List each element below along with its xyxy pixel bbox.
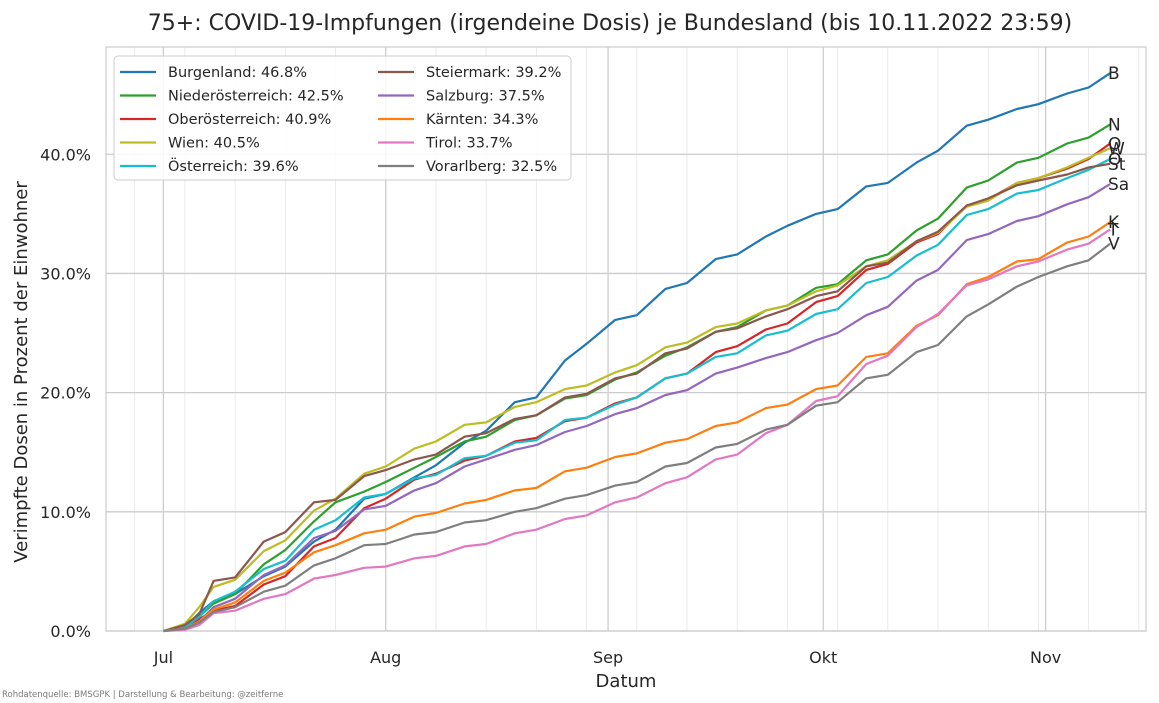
- y-tick-label: 10.0%: [40, 503, 91, 522]
- series-end-label: K: [1108, 213, 1120, 233]
- series-line: [163, 162, 1111, 633]
- source-note: Rohdatenquelle: BMSGPK | Darstellung & B…: [2, 690, 283, 700]
- legend-entry: Kärnten: 34.3%: [426, 112, 538, 128]
- series-lines: [163, 72, 1111, 633]
- plot-frame: [105, 46, 1147, 632]
- series-end-label: W: [1108, 139, 1125, 159]
- y-tick-label: 30.0%: [40, 264, 91, 283]
- series-end-label: B: [1108, 64, 1120, 84]
- legend-entry: Wien: 40.5%: [168, 136, 260, 152]
- series-end-label: N: [1108, 115, 1121, 135]
- series-line: [163, 228, 1111, 633]
- legend-box: [113, 55, 572, 181]
- y-tick-label: 40.0%: [40, 145, 91, 164]
- chart-title: 75+: COVID-19-Impfungen (irgendeine Dosi…: [148, 11, 1072, 36]
- x-axis-ticks: Jul Aug Sep Okt Nov: [153, 648, 1061, 667]
- legend-entry: Burgenland: 46.8%: [168, 65, 307, 81]
- series-end-label: Ö: [1108, 148, 1121, 170]
- series-line: [163, 242, 1111, 633]
- legend-entry: Vorarlberg: 32.5%: [426, 159, 557, 175]
- series-end-label: T: [1107, 220, 1119, 240]
- series-end-label: St: [1108, 155, 1126, 175]
- x-tick-label: Nov: [1030, 648, 1061, 667]
- legend-entry: Steiermark: 39.2%: [426, 65, 561, 81]
- series-end-label: V: [1108, 235, 1120, 255]
- y-axis-ticks: 0.0% 10.0% 20.0% 30.0% 40.0%: [40, 145, 91, 641]
- legend: Burgenland: 46.8% Niederösterreich: 42.5%…: [113, 55, 572, 181]
- x-tick-label: Okt: [809, 648, 837, 667]
- x-tick-label: Aug: [370, 648, 401, 667]
- y-axis-label: Verimpfte Dosen in Prozent der Einwohner: [11, 181, 32, 563]
- x-tick-label: Jul: [153, 648, 173, 667]
- y-tick-label: 0.0%: [50, 622, 91, 641]
- x-tick-label: Sep: [593, 648, 623, 667]
- legend-entry: Niederösterreich: 42.5%: [168, 89, 344, 105]
- y-tick-label: 20.0%: [40, 384, 91, 403]
- legend-entry: Österreich: 39.6%: [168, 157, 299, 175]
- series-line: [163, 183, 1111, 633]
- series-line: [163, 158, 1111, 633]
- legend-entry: Oberösterreich: 40.9%: [168, 112, 331, 128]
- series-end-label: O: [1108, 135, 1121, 155]
- legend-entry: Tirol: 33.7%: [425, 136, 513, 152]
- series-end-label: Sa: [1108, 175, 1129, 195]
- legend-entry: Salzburg: 37.5%: [426, 89, 545, 105]
- x-axis-label: Datum: [596, 671, 657, 692]
- series-line: [163, 72, 1111, 633]
